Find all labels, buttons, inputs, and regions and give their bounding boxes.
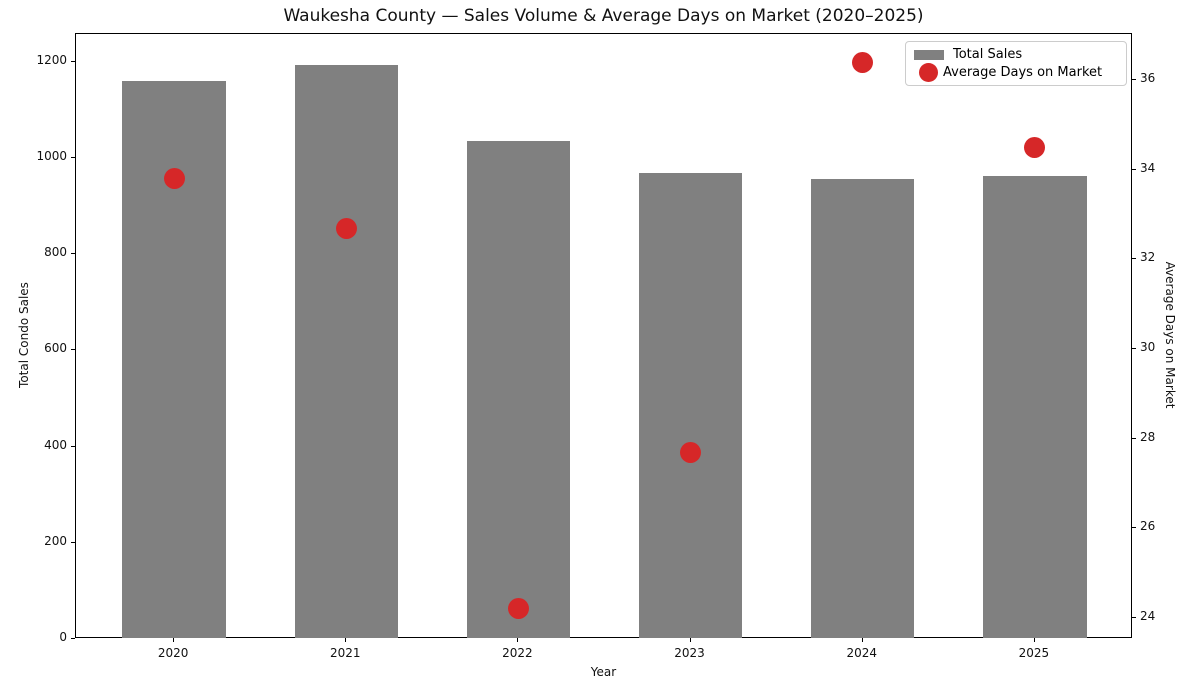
y-right-tick-label: 36 [1140, 71, 1156, 86]
scatter-point-2025 [1024, 136, 1046, 158]
x-tick-mark [1033, 638, 1035, 642]
y-left-tick-label: 400 [44, 437, 67, 452]
bar-2021 [294, 64, 398, 638]
scatter-swatch-icon [919, 63, 938, 82]
y-right-tick-mark [1132, 616, 1136, 618]
y-right-tick-mark [1132, 79, 1136, 81]
y-left-tick-mark [71, 445, 75, 447]
bar-2022 [466, 140, 571, 638]
plot-area [75, 33, 1132, 638]
y-left-tick-label: 1000 [36, 149, 67, 164]
y-right-tick-label: 34 [1140, 160, 1156, 175]
legend-item-days-on-market: Average Days on Market [914, 63, 1116, 82]
y-right-tick-label: 24 [1140, 608, 1156, 623]
y-right-tick-label: 32 [1140, 250, 1156, 265]
y-right-tick-mark [1132, 437, 1136, 439]
x-tick-label-2020: 2020 [157, 646, 189, 660]
scatter-point-2022 [507, 598, 529, 620]
y-right-tick-label: 26 [1140, 519, 1156, 534]
x-tick-label-2024: 2024 [846, 646, 877, 660]
y-right-tick-mark [1132, 348, 1136, 350]
x-tick-label-2025: 2025 [1018, 646, 1050, 660]
y-left-tick-mark [71, 157, 75, 159]
y-right-tick-label: 28 [1140, 429, 1156, 444]
y-right-tick-label: 30 [1140, 340, 1156, 355]
bar-2023 [638, 172, 743, 638]
y-left-tick-label: 0 [59, 630, 67, 644]
legend: Total Sales Average Days on Market [905, 41, 1127, 86]
x-tick-mark [173, 638, 175, 642]
x-tick-label-2021: 2021 [329, 646, 361, 660]
x-tick-mark [345, 638, 347, 642]
y-left-tick-mark [71, 349, 75, 351]
scatter-point-2023 [680, 441, 702, 463]
legend-label-total-sales: Total Sales [953, 47, 1023, 62]
y-right-tick-mark [1132, 258, 1136, 260]
chart-title: Waukesha County — Sales Volume & Average… [283, 6, 924, 26]
x-tick-mark [861, 638, 863, 642]
y-left-tick-mark [71, 638, 75, 639]
scatter-point-2020 [163, 168, 185, 190]
y-left-tick-label: 600 [44, 341, 67, 356]
legend-item-total-sales: Total Sales [914, 47, 1116, 63]
y-left-tick-label: 800 [44, 245, 67, 260]
scatter-point-2024 [852, 51, 874, 73]
y-left-tick-label: 1200 [36, 52, 67, 67]
y-left-tick-label: 200 [44, 533, 67, 548]
y-right-tick-mark [1132, 527, 1136, 529]
legend-label-days-on-market: Average Days on Market [943, 64, 1103, 80]
bar-swatch-icon [914, 50, 944, 60]
y-axis-label-left: Total Condo Sales [17, 282, 31, 388]
y-left-tick-mark [71, 253, 75, 255]
bar-2024 [811, 179, 915, 638]
bar-2020 [122, 81, 226, 638]
bar-2025 [983, 175, 1087, 638]
y-right-tick-mark [1132, 168, 1136, 170]
x-tick-label-2022: 2022 [502, 646, 533, 660]
x-tick-label-2023: 2023 [674, 646, 705, 660]
y-left-tick-mark [71, 541, 75, 543]
x-axis-label: Year [590, 665, 617, 679]
y-left-tick-mark [71, 60, 75, 62]
y-axis-label-right: Average Days on Market [1163, 261, 1177, 409]
scatter-point-2021 [335, 217, 357, 239]
x-tick-mark [689, 638, 691, 642]
x-tick-mark [517, 638, 519, 642]
